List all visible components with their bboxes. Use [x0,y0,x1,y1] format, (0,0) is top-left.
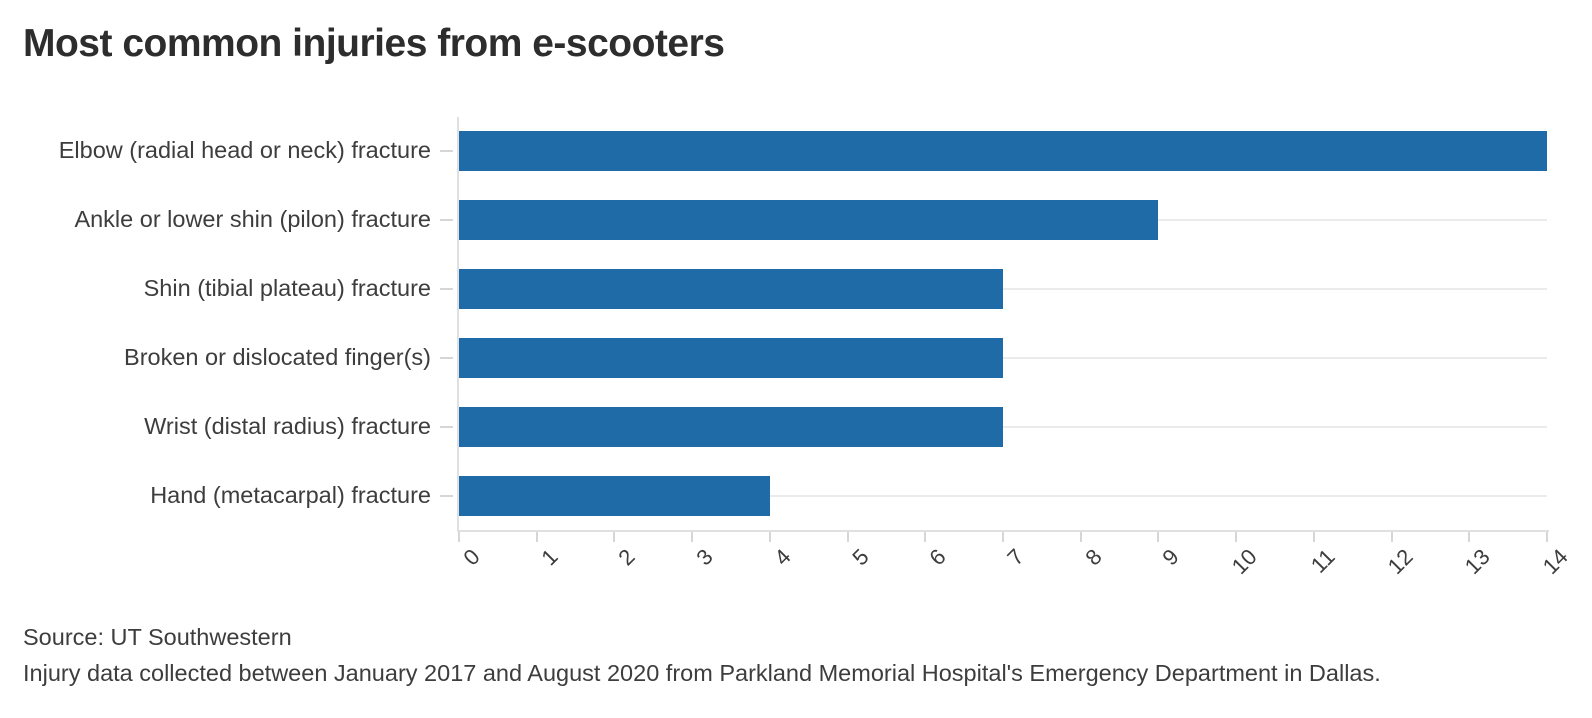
category-gridline [459,356,1547,359]
x-tick-label: 14 [1537,544,1573,579]
x-tick-label: 12 [1382,544,1418,579]
bar [459,200,1159,241]
x-tick-label: 2 [613,544,641,571]
category-tick [440,425,453,428]
category-label: Shin (tibial plateau) fracture [143,275,431,302]
x-tick-label: 7 [1002,544,1029,571]
x-tick [613,532,616,542]
x-tick-label: 6 [924,544,951,571]
x-tick [1312,532,1315,542]
bar [459,475,770,516]
category-tick [440,150,453,153]
x-tick [1546,532,1548,542]
bar [459,337,1003,378]
x-tick-label: 1 [536,544,563,571]
bar [459,269,1003,310]
x-tick-label: 4 [769,544,796,571]
chart-footer: Source: UT Southwestern Injury data coll… [23,619,1381,691]
x-tick-label: 8 [1080,544,1107,571]
x-tick [1002,532,1004,542]
category-gridline [459,425,1547,428]
x-tick-label: 13 [1459,544,1495,579]
category-label: Ankle or lower shin (pilon) fracture [74,206,431,233]
category-label: Hand (metacarpal) fracture [150,481,431,508]
x-tick-label: 5 [846,544,874,571]
x-tick-label: 3 [691,544,718,571]
note-text: Injury data collected between January 20… [23,660,1381,686]
chart-title: Most common injuries from e-scooters [23,22,725,65]
x-tick-label: 11 [1305,544,1340,578]
category-label: Broken or dislocated finger(s) [124,343,431,370]
x-tick [691,532,694,542]
bar [459,406,1003,447]
x-tick [768,532,771,542]
category-gridline [459,494,1547,497]
x-tick [458,532,460,542]
bar [459,131,1547,172]
category-gridline [459,288,1547,291]
y-axis-line [457,117,459,530]
category-label: Elbow (radial head or neck) fracture [58,137,431,164]
x-tick [535,532,538,542]
x-tick-label: 9 [1157,544,1185,571]
category-tick [440,356,453,359]
x-tick [1079,532,1082,542]
x-tick [1235,532,1238,542]
x-tick [1157,532,1160,542]
x-tick-label: 10 [1226,544,1262,579]
category-tick [440,219,453,222]
x-tick-label: 0 [458,544,485,571]
x-tick [846,532,849,542]
x-tick [1390,532,1393,542]
category-tick [440,288,453,291]
category-label: Wrist (distal radius) fracture [144,412,431,439]
source-text: Source: UT Southwestern [23,624,292,650]
x-axis-line [457,530,1549,532]
x-tick [924,532,927,542]
x-tick [1468,532,1471,542]
category-tick [440,494,453,497]
